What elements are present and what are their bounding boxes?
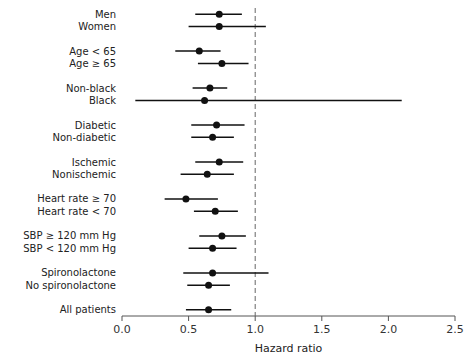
tick-label: 1.5 — [313, 323, 331, 336]
point-estimate — [206, 85, 213, 92]
tick-mark — [188, 316, 189, 321]
point-estimate — [201, 97, 208, 104]
category-label: Diabetic — [75, 120, 116, 131]
category-label: Non-diabetic — [53, 132, 117, 143]
point-estimate — [204, 171, 211, 178]
category-label: Age ≥ 65 — [69, 58, 116, 69]
x-axis: 0.0 0.5 1.0 1.5 2.0 2.5 — [113, 316, 464, 336]
category-label: Heart rate ≥ 70 — [37, 193, 116, 204]
point-estimate — [213, 122, 220, 129]
tick-mark — [321, 316, 322, 321]
category-label: No spironolactone — [25, 280, 116, 291]
category-label: Non-black — [66, 83, 116, 94]
point-estimate — [216, 23, 223, 30]
tick-label: 2.5 — [446, 323, 464, 336]
plot-area — [135, 8, 401, 316]
point-estimate — [216, 11, 223, 18]
category-label: Ischemic — [72, 157, 116, 168]
confidence-interval — [189, 26, 266, 28]
point-estimate — [218, 232, 225, 239]
tick-mark — [455, 316, 456, 321]
category-label: SBP ≥ 120 mm Hg — [23, 230, 116, 241]
confidence-interval — [183, 272, 268, 274]
tick-mark — [255, 316, 256, 321]
point-estimate — [209, 269, 216, 276]
tick-label: 1.0 — [246, 323, 264, 336]
category-label: Heart rate < 70 — [37, 206, 116, 217]
tick-label: 2.0 — [380, 323, 398, 336]
category-label: Age < 65 — [69, 46, 116, 57]
axis-line — [122, 316, 455, 317]
point-estimate — [209, 245, 216, 252]
point-estimate — [205, 282, 212, 289]
point-estimate — [182, 195, 189, 202]
y-axis: MenWomen Age < 65Age ≥ 65 Non-blackBlack Di… — [23, 9, 116, 316]
category-label: Nonischemic — [52, 169, 116, 180]
confidence-interval — [135, 100, 401, 102]
tick-label: 0.5 — [180, 323, 198, 336]
point-estimate — [212, 208, 219, 215]
confidence-interval — [165, 198, 218, 200]
category-label: Black — [89, 95, 116, 106]
point-estimate — [209, 134, 216, 141]
tick-mark — [388, 316, 389, 321]
category-label: Women — [78, 21, 116, 32]
reference-line — [255, 8, 256, 316]
point-estimate — [205, 306, 212, 313]
point-estimate — [196, 48, 203, 55]
category-label: All patients — [60, 304, 116, 315]
tick-label: 0.0 — [113, 323, 131, 336]
category-label: SBP < 120 mm Hg — [23, 243, 116, 254]
category-label: Spironolactone — [41, 267, 116, 278]
point-estimate — [218, 60, 225, 67]
axis-title: Hazard ratio — [255, 342, 323, 355]
point-estimate — [216, 159, 223, 166]
category-label: Men — [95, 9, 116, 20]
chart: 0.0 0.5 1.0 1.5 2.0 2.5 Hazard ratio MenWomen Ag… — [0, 0, 469, 360]
tick-mark — [122, 316, 123, 321]
